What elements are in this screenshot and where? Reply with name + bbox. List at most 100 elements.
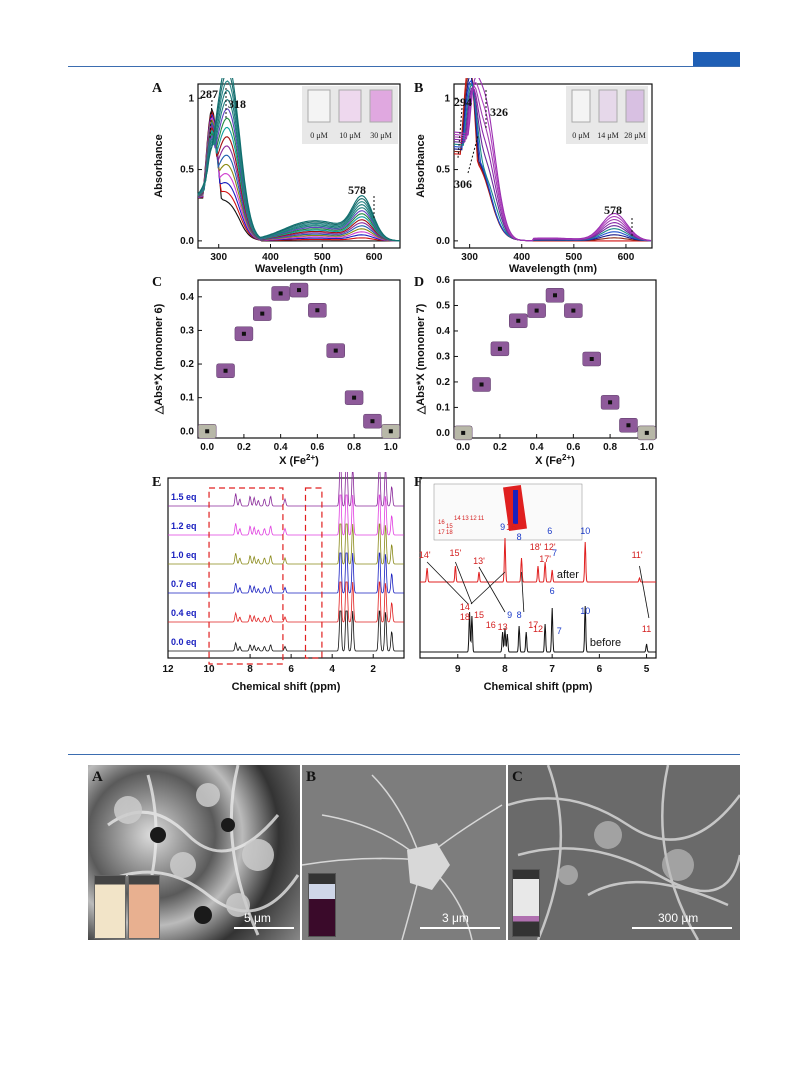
sem-image-a: A 5 μm <box>88 765 300 940</box>
scale-bar-a <box>234 927 294 929</box>
x-tick-label: 7 <box>549 664 555 675</box>
spectrum-line <box>197 124 400 242</box>
atom-number: 18 <box>446 530 453 536</box>
y-tick-label: 1 <box>188 93 194 104</box>
panel-d: D 0.0 0.2 0.4 0.6 0.8 1.0 0.0 0.1 0.2 0.3 0.4 0.5 0.… <box>414 272 664 472</box>
data-point <box>516 318 521 323</box>
y-tick-label: 0.0 <box>436 236 450 247</box>
spectrum-line <box>198 108 400 242</box>
x-axis-title: Wavelength (nm) <box>509 263 598 275</box>
plot-frame <box>419 477 657 659</box>
peak-label-before: 15 <box>474 610 484 620</box>
y-tick-label: 0.3 <box>180 325 194 336</box>
data-point <box>352 395 357 400</box>
atom-number: 14 <box>454 516 461 522</box>
x-tick-label: 0.2 <box>237 442 251 453</box>
peak-label-after: 14' <box>419 550 431 560</box>
peak-label-after: 11' <box>632 550 643 560</box>
y-tick-label: 0.5 <box>180 165 194 176</box>
shift-arrow <box>455 561 473 605</box>
uv-vis-chart-b: B 300 400 500 600 0.0 0.5 1 Wavelength (nm) Abso… <box>414 78 653 275</box>
spectrum-line <box>197 121 400 242</box>
peak-label-after: 9 <box>500 522 505 532</box>
panel-e: E 12 10 8 6 4 2 Chemical shift (ppm) 1.5 eq 1.2 … <box>148 472 410 702</box>
x-tick-label: 500 <box>565 252 582 263</box>
spectrum-line <box>197 116 400 242</box>
nmr-trace <box>168 581 404 623</box>
vial-label: 14 μM <box>597 131 618 140</box>
y-tick-label: 0.2 <box>436 377 450 388</box>
y-tick-label: 0.2 <box>180 359 194 370</box>
sem-label-a: A <box>92 769 103 785</box>
nmr-chart-e: E 12 10 8 6 4 2 Chemical shift (ppm) 1.5 eq 1.2 … <box>152 472 405 693</box>
vial-light <box>94 875 126 939</box>
x-tick-label: 0.6 <box>566 442 580 453</box>
spectrum-line <box>197 108 401 242</box>
eq-label: 0.4 eq <box>171 608 197 618</box>
vial <box>369 89 393 123</box>
peak-label-after: 15' <box>450 548 462 558</box>
nmr-trace-after <box>420 537 656 583</box>
peak-label-before: 12 <box>533 624 543 634</box>
data-point <box>479 382 484 387</box>
spectrum-line <box>197 110 400 242</box>
x-axis-title: Wavelength (nm) <box>255 263 344 275</box>
sem-texture-c <box>508 765 740 940</box>
spectrum-line <box>197 80 400 242</box>
x-tick-label: 10 <box>203 664 215 675</box>
vial-label: 30 μM <box>370 131 391 140</box>
y-axis-title: Absorbance <box>153 134 165 198</box>
scale-bar-b <box>420 927 500 929</box>
peak-label-after: 13' <box>473 556 485 566</box>
vial <box>598 89 618 123</box>
uv-vis-chart-a: A 300 400 500 600 0.0 0.5 1 Wavelength (nm) Abso… <box>152 78 401 275</box>
x-axis-title: Chemical shift (ppm) <box>484 681 593 693</box>
atom-number: 17 <box>438 530 445 536</box>
peak-label-before: 9 <box>507 610 512 620</box>
peak-label-after: 7 <box>552 548 557 558</box>
nmr-trace <box>168 523 404 565</box>
data-point <box>205 429 210 434</box>
y-tick-label: 0.5 <box>436 300 450 311</box>
scale-text-a: 5 μm <box>244 911 271 925</box>
peak-label-after: 6 <box>547 526 552 536</box>
x-tick-label: 0.2 <box>493 442 507 453</box>
scale-text-c: 300 μm <box>658 911 699 925</box>
data-point <box>315 308 320 313</box>
x-tick-label: 600 <box>618 252 635 263</box>
header-tab <box>693 52 740 66</box>
peak-label-after: 8 <box>517 532 522 542</box>
peak-label: 578 <box>604 203 622 217</box>
x-tick-label: 0.8 <box>603 442 617 453</box>
nmr-trace <box>168 610 404 652</box>
sem-image-c: C 300 μm <box>508 765 740 940</box>
data-point <box>260 311 265 316</box>
spectrum-line <box>197 89 400 242</box>
shift-arrow <box>470 571 506 605</box>
x-axis-title: X (Fe2+) <box>279 453 319 467</box>
trace-label-after: after <box>557 569 579 581</box>
x-tick-label: 2 <box>370 664 376 675</box>
data-point <box>223 368 228 373</box>
spectrum-line <box>197 126 401 242</box>
peak-label-before: 10 <box>580 606 590 616</box>
vial <box>625 89 645 123</box>
vial <box>307 89 331 123</box>
peak-label-before: 13 <box>498 622 508 632</box>
data-point <box>571 308 576 313</box>
highlight-box <box>304 487 323 659</box>
peak-label-before: 17 <box>528 620 538 630</box>
plot-frame <box>167 477 405 659</box>
header-rule <box>68 66 740 67</box>
peak-label-before: 18 <box>460 612 470 622</box>
peak-label-after: 17' <box>539 554 551 564</box>
data-point <box>333 348 338 353</box>
atom-number: 13 <box>462 516 469 522</box>
vial-orange <box>128 875 160 939</box>
y-axis-title: △Abs*X (monomer 6) <box>153 303 165 415</box>
plot-frame <box>453 279 657 439</box>
x-tick-label: 1.0 <box>640 442 654 453</box>
vial-label: 0 μM <box>310 131 327 140</box>
x-tick-label: 0.0 <box>456 442 470 453</box>
x-tick-label: 6 <box>288 664 294 675</box>
